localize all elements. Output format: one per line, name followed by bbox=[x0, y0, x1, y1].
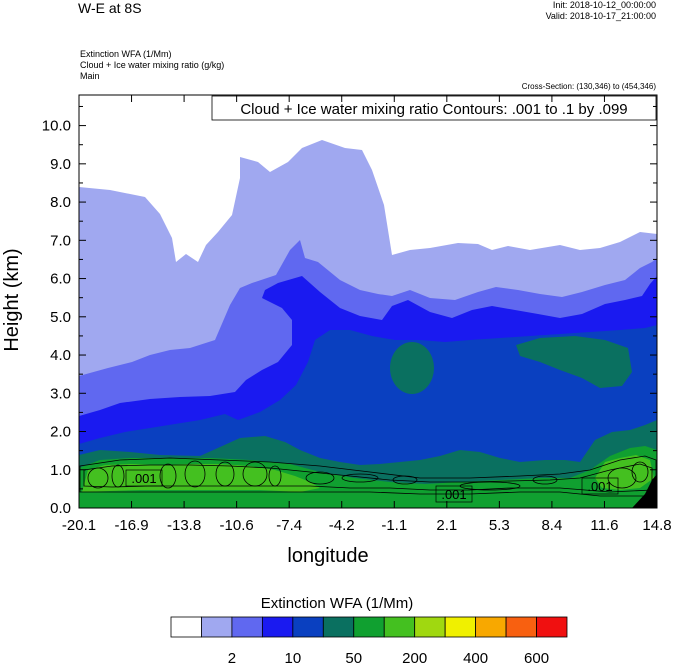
colorbar-label: 400 bbox=[463, 650, 488, 667]
cross-section-info: Cross-Section: (130,346) to (454,346) bbox=[521, 82, 656, 91]
y-tick-label: 4.0 bbox=[50, 347, 71, 364]
contour-label-1: .001 bbox=[131, 471, 156, 486]
y-tick-label: 2.0 bbox=[50, 424, 71, 441]
contour-label-3: .001 bbox=[587, 479, 612, 494]
y-tick-label: 1.0 bbox=[50, 462, 71, 479]
x-tick-label: -4.2 bbox=[329, 517, 355, 534]
colorbar-swatch bbox=[201, 616, 233, 638]
y-tick-label: 3.0 bbox=[50, 385, 71, 402]
x-tick-label: 14.8 bbox=[642, 517, 671, 534]
x-tick-label: -13.8 bbox=[167, 517, 201, 534]
colorbar-swatch bbox=[414, 616, 446, 638]
contour-label-2: .001 bbox=[441, 487, 466, 502]
contour-label-box-1 bbox=[125, 469, 163, 487]
x-tick-label: -7.4 bbox=[276, 517, 302, 534]
subtitle-domain: Main bbox=[80, 71, 100, 81]
init-time: Init: 2018-10-12_00:00:00 bbox=[552, 0, 656, 10]
y-tick-label: 5.0 bbox=[50, 309, 71, 326]
chart-title: W-E at 8S bbox=[78, 0, 142, 16]
colorbar-title: Extinction WFA (1/Mm) bbox=[260, 595, 414, 612]
y-tick-label: 0.0 bbox=[50, 500, 71, 517]
y-tick-label: 7.0 bbox=[50, 232, 71, 249]
colorbar-label: 2 bbox=[228, 650, 236, 667]
colorbar-label: 50 bbox=[345, 650, 362, 667]
subtitle-contour-field: Cloud + Ice water mixing ratio (g/kg) bbox=[80, 60, 225, 70]
x-tick-label: 11.6 bbox=[590, 517, 618, 534]
band-100-200-patch-2 bbox=[516, 336, 632, 388]
y-tick-label: 8.0 bbox=[50, 194, 71, 211]
colorbar-swatch bbox=[322, 616, 355, 638]
colorbar-label: 10 bbox=[285, 650, 302, 667]
x-axis-label: longitude bbox=[287, 545, 368, 567]
y-tick-label: 9.0 bbox=[50, 156, 71, 173]
x-tick-label: -16.9 bbox=[114, 517, 148, 534]
x-tick-label: 8.4 bbox=[541, 517, 562, 534]
x-tick-label: -1.1 bbox=[381, 517, 407, 534]
colorbar-label: 600 bbox=[524, 650, 549, 667]
shaded-field: .001 .001 .001 bbox=[79, 95, 657, 508]
colorbar: 2 10 50 200 400 600 bbox=[170, 616, 568, 667]
colorbar-swatch bbox=[475, 616, 507, 638]
colorbar-label: 200 bbox=[402, 650, 427, 667]
contour-lines bbox=[79, 455, 657, 497]
contour-info-box bbox=[211, 95, 657, 121]
contour-label-box-2 bbox=[435, 485, 473, 503]
terrain bbox=[632, 474, 657, 508]
y-tick-label: 6.0 bbox=[50, 271, 71, 288]
subtitle-shaded-field: Extinction WFA (1/Mm) bbox=[80, 49, 172, 59]
time-info: Init: 2018-10-12_00:00:00 Valid: 2018-10… bbox=[546, 0, 656, 22]
colorbar-swatch bbox=[383, 616, 416, 638]
colorbar-swatch bbox=[261, 616, 294, 638]
colorbar-swatch bbox=[231, 616, 263, 638]
y-axis: 0.0 1.0 2.0 3.0 4.0 5.0 6.0 7.0 8.0 9.0 10.0 bbox=[42, 105, 657, 517]
band-300-400 bbox=[82, 455, 654, 492]
contour-info-label: Cloud + Ice water mixing ratio Contours:… bbox=[240, 101, 627, 118]
x-tick-label: 5.3 bbox=[489, 517, 510, 534]
x-tick-label: 2.1 bbox=[436, 517, 457, 534]
colorbar-swatch bbox=[444, 616, 477, 638]
colorbar-swatch bbox=[505, 616, 537, 638]
colorbar-swatch bbox=[292, 616, 324, 638]
colorbar-swatch bbox=[536, 616, 568, 638]
colorbar-swatch bbox=[170, 616, 202, 638]
y-tick-label: 10.0 bbox=[42, 118, 71, 135]
plot-frame bbox=[78, 94, 658, 509]
contour-label-box-3 bbox=[581, 477, 619, 495]
y-axis-label: Height (km) bbox=[1, 248, 23, 351]
valid-time: Valid: 2018-10-17_21:00:00 bbox=[545, 11, 656, 21]
x-tick-label: -10.6 bbox=[220, 517, 254, 534]
colorbar-swatch bbox=[353, 616, 385, 638]
band-100-200-patch-1 bbox=[390, 342, 434, 394]
x-axis: -20.1 -16.9 -13.8 -10.6 -7.4 -4.2 -1.1 2.1 5.3 8.… bbox=[62, 95, 672, 534]
x-tick-label: -20.1 bbox=[62, 517, 96, 534]
